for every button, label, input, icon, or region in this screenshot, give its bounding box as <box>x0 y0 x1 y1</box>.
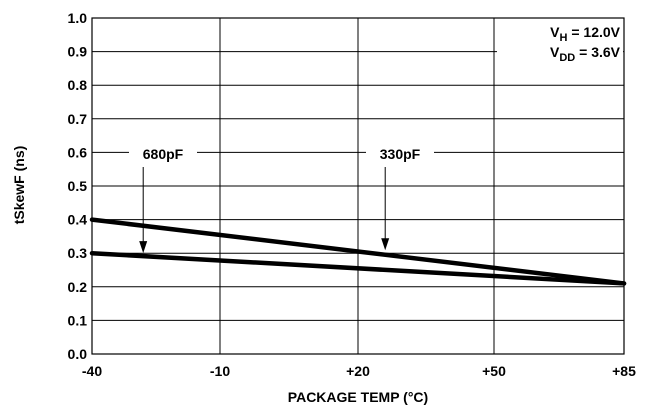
series-label-backdrop <box>366 143 434 165</box>
vh-condition: VH = 12.0V <box>550 24 621 44</box>
ticks: 0.0 0.1 0.2 0.3 0.4 0.5 0.6 0.7 0.8 0.9 1.0 -40 -10 +… <box>68 10 637 379</box>
conditions-backdrop <box>497 20 623 66</box>
y-axis-label: tSkewF (ns) <box>11 146 27 225</box>
y-tick-label: 0.6 <box>68 144 88 160</box>
series-line-680pF <box>89 250 627 286</box>
y-tick-label: 0.5 <box>68 178 88 194</box>
series-label-330pF: 330pF <box>380 146 421 162</box>
y-tick-label: 0.0 <box>68 346 88 362</box>
plot-border <box>91 17 625 355</box>
y-tick-label: 0.3 <box>68 245 88 261</box>
plot-frame <box>91 17 625 355</box>
x-tick-label: -40 <box>82 363 102 379</box>
x-axis-label: PACKAGE TEMP (°C) <box>288 389 428 405</box>
series-label-680pF: 680pF <box>143 146 184 162</box>
y-tick-label: 0.1 <box>68 312 88 328</box>
y-tick-label: 1.0 <box>68 10 88 26</box>
y-tick-label: 0.7 <box>68 111 88 127</box>
series-arrow-head <box>139 241 148 254</box>
y-tick-label: 0.2 <box>68 279 88 295</box>
grid <box>91 17 625 355</box>
y-tick-label: 0.4 <box>68 212 88 228</box>
series-arrow-head <box>381 238 390 251</box>
annotations: 680pF 330pF <box>129 20 623 254</box>
y-tick-label: 0.9 <box>68 44 88 60</box>
x-tick-label: +20 <box>346 363 370 379</box>
series-label-backdrop <box>129 143 197 165</box>
conditions-box: VH = 12.0V VDD = 3.6V <box>550 24 621 64</box>
y-tick-label: 0.8 <box>68 77 88 93</box>
series-line-330pF <box>89 217 627 286</box>
x-tick-label: +50 <box>482 363 506 379</box>
x-tick-label: +85 <box>612 363 636 379</box>
x-tick-label: -10 <box>210 363 230 379</box>
series-layer <box>89 217 627 286</box>
vdd-condition: VDD = 3.6V <box>550 44 621 64</box>
